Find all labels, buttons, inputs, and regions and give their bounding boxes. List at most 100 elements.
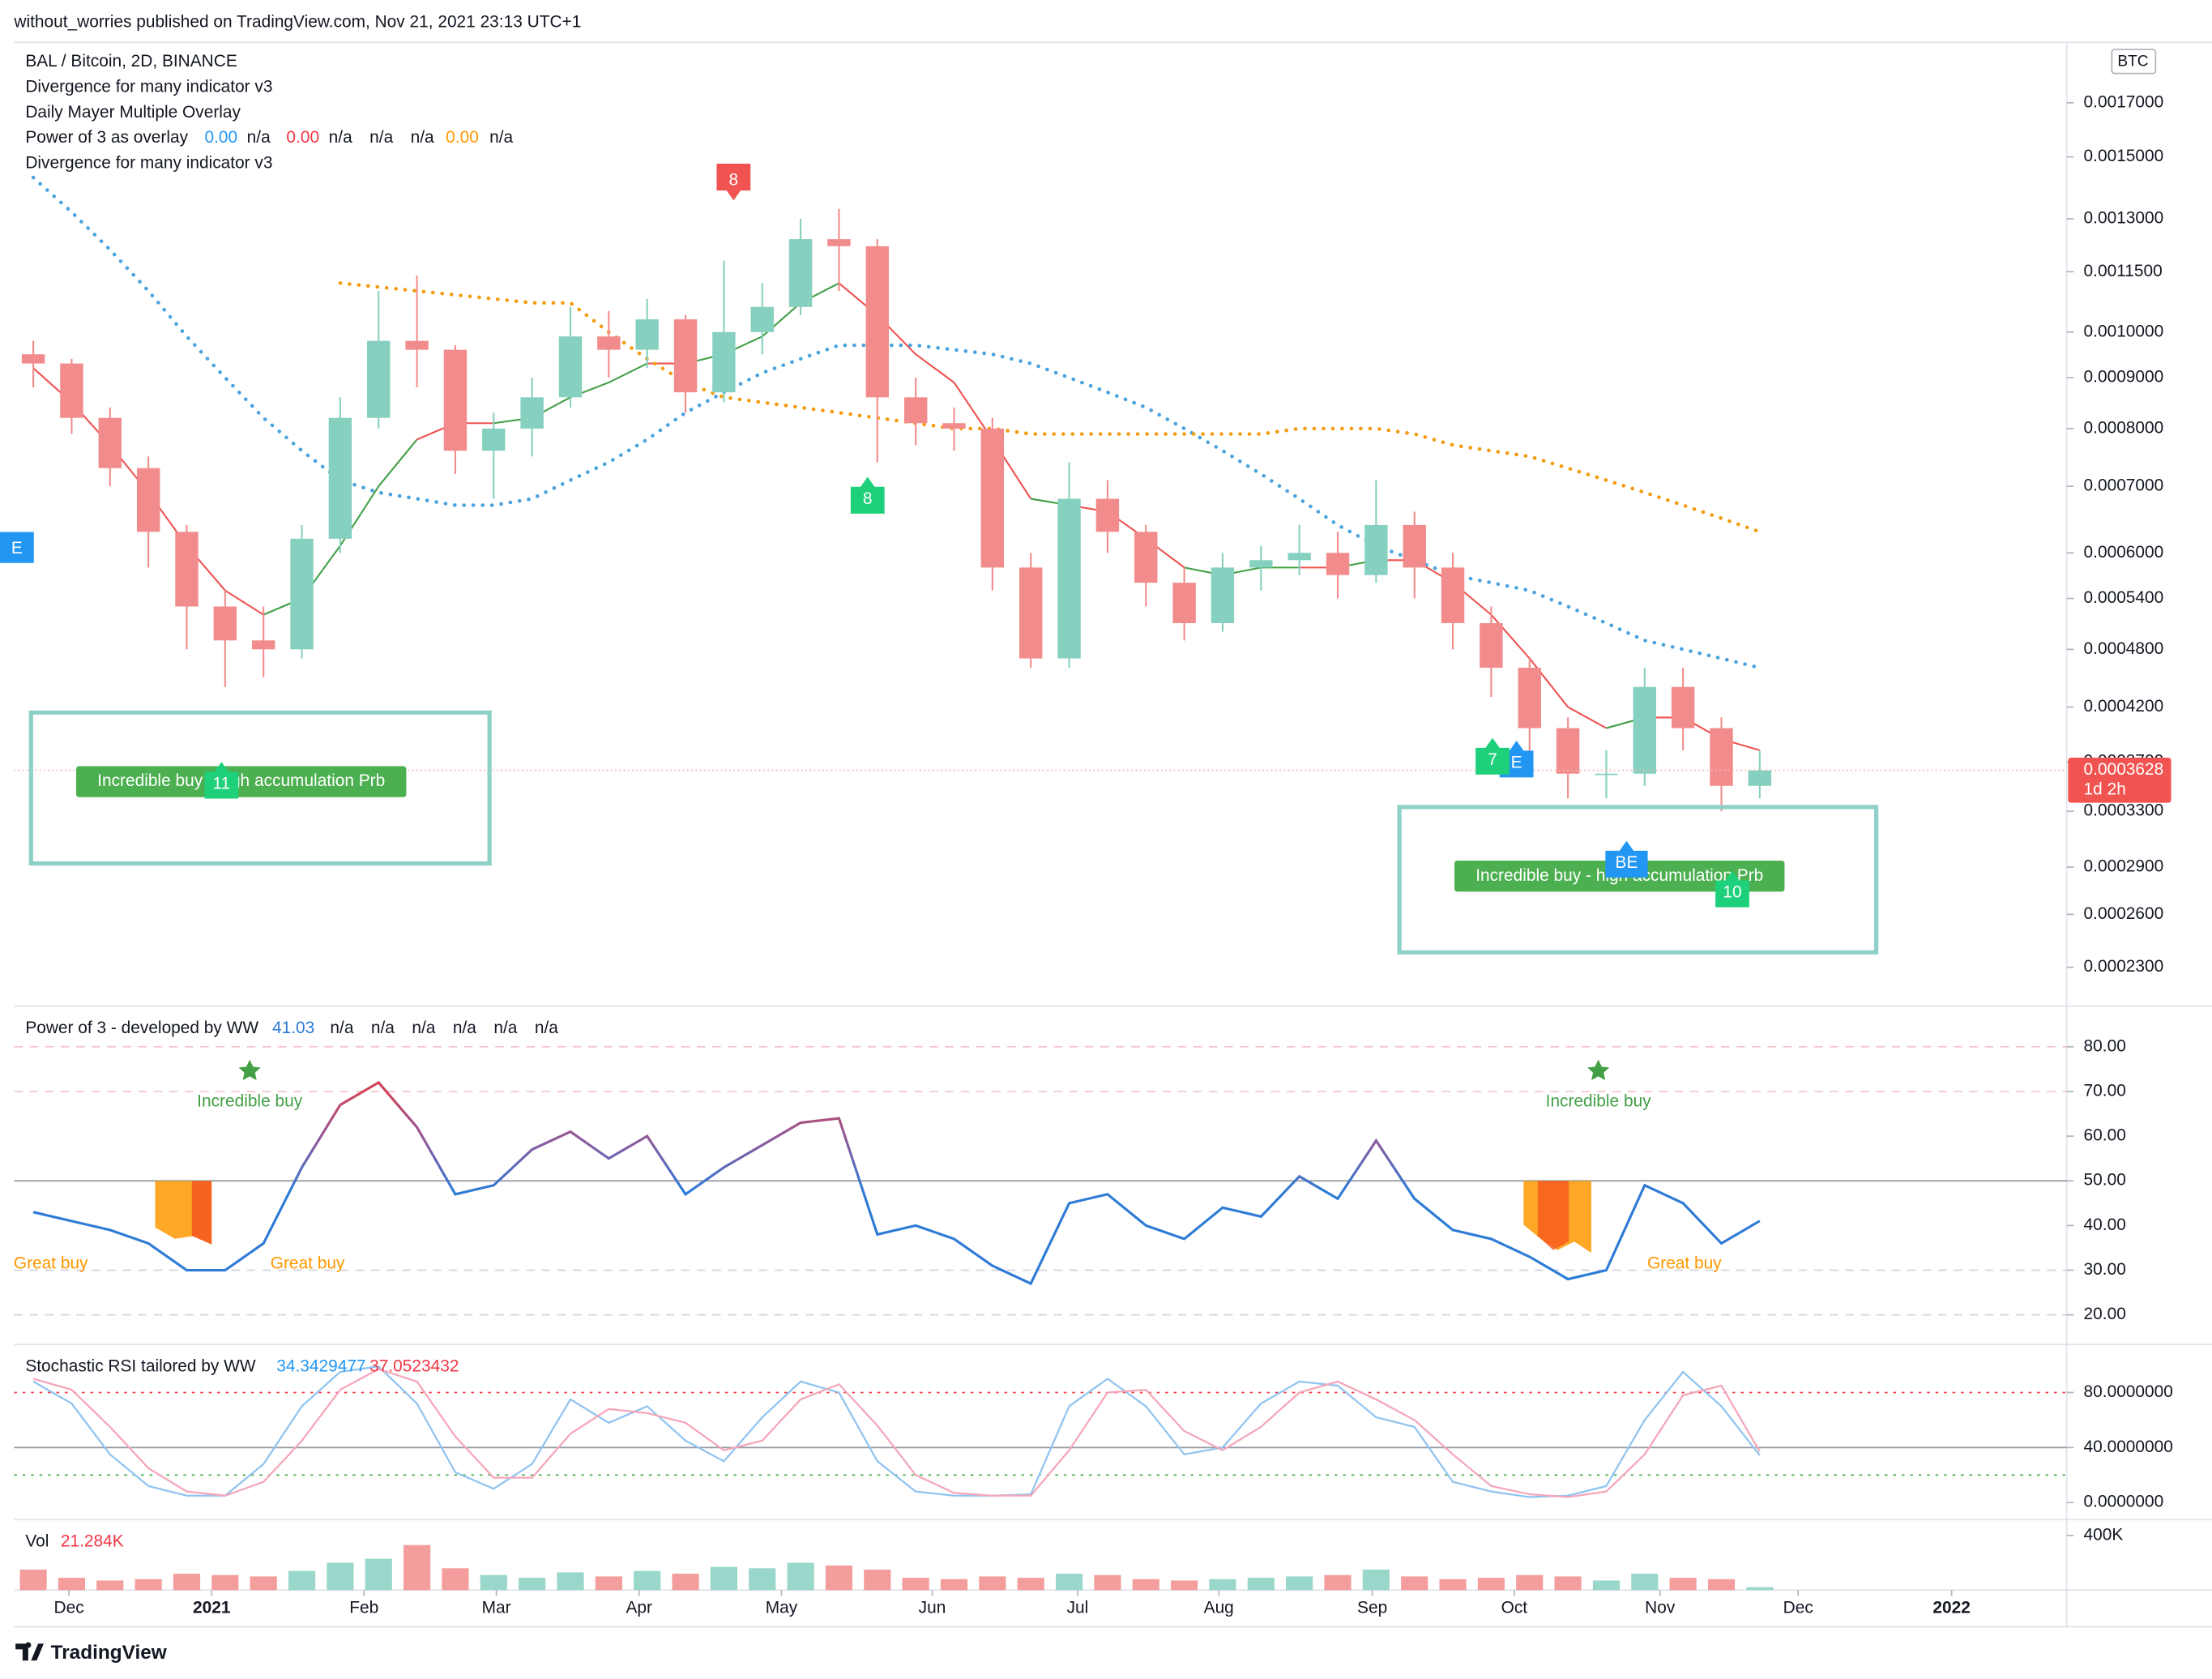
volume-bar bbox=[1286, 1576, 1313, 1591]
y-tick-label: 0.0004800 bbox=[2084, 639, 2164, 658]
y-tick-label: 0.0017000 bbox=[2084, 92, 2164, 111]
signal-label-box bbox=[76, 766, 407, 797]
ma-segment bbox=[915, 353, 955, 383]
volume-bar bbox=[1132, 1579, 1159, 1591]
volume-bar bbox=[1247, 1578, 1275, 1591]
signal-marker bbox=[716, 164, 751, 201]
x-tick-label: Oct bbox=[1501, 1598, 1528, 1617]
signal-marker bbox=[1605, 840, 1648, 878]
logo bbox=[15, 1642, 44, 1661]
x-tick-label: 2022 bbox=[1932, 1598, 1970, 1617]
signal-marker-label: 8 bbox=[729, 170, 739, 189]
candle-body bbox=[290, 538, 314, 650]
signal-marker bbox=[1715, 870, 1749, 908]
plot-area: 0.0002300 0.0002600 0.0002900 0.0003300 0.00… bbox=[14, 92, 2173, 1617]
candle-body bbox=[1710, 728, 1733, 786]
candle-body bbox=[60, 363, 83, 418]
x-tick-label: Dec bbox=[1783, 1598, 1813, 1617]
candle-body bbox=[1480, 622, 1503, 669]
candle-body bbox=[21, 354, 45, 364]
x-tick-label: Dec bbox=[54, 1598, 84, 1617]
candle-body bbox=[1095, 498, 1120, 532]
y-tick-label: 60.00 bbox=[2084, 1126, 2126, 1145]
legend-line: Daily Mayer Multiple Overlay bbox=[25, 103, 241, 122]
volume-bar bbox=[1324, 1574, 1352, 1591]
ma-segment bbox=[378, 438, 418, 487]
candle-body bbox=[1057, 498, 1081, 659]
candle-body bbox=[1748, 770, 1772, 786]
signal-text: Great buy bbox=[14, 1254, 88, 1273]
candle-body bbox=[1364, 524, 1388, 575]
candle-body bbox=[328, 417, 352, 539]
candle-body bbox=[1249, 560, 1273, 568]
signal-marker-label: BE bbox=[1616, 853, 1638, 872]
candle-body bbox=[1633, 686, 1657, 774]
candle-body bbox=[1671, 686, 1695, 728]
volume-bar bbox=[1439, 1579, 1467, 1591]
signal-marker-label: 8 bbox=[863, 489, 873, 508]
legend-title: Power of 3 - developed by WW bbox=[25, 1019, 258, 1037]
volume-bar bbox=[1746, 1587, 1774, 1591]
legend-line: Divergence for many indicator v3 bbox=[25, 78, 272, 96]
legend-line: Power of 3 as overlay bbox=[25, 128, 188, 147]
candle-body bbox=[865, 246, 890, 398]
y-tick-label: 0.0011500 bbox=[2084, 262, 2163, 280]
y-tick-label: 80.00 bbox=[2084, 1036, 2126, 1055]
x-tick-label: Mar bbox=[482, 1598, 511, 1617]
volume-bar bbox=[1055, 1574, 1083, 1591]
power-highlights bbox=[155, 1059, 1610, 1254]
legend-value: 21.284K bbox=[61, 1532, 124, 1551]
volume-bar bbox=[1592, 1580, 1621, 1591]
candle-body bbox=[405, 340, 429, 350]
y-tick-label: 0.0006000 bbox=[2084, 543, 2164, 562]
candle-body bbox=[980, 428, 1005, 568]
y-tick-label: 0.0002600 bbox=[2084, 904, 2164, 923]
legend-value: n/a bbox=[453, 1019, 476, 1037]
legend-value: 0.00 bbox=[204, 128, 237, 147]
legend-value: n/a bbox=[371, 1019, 395, 1037]
candle-body bbox=[1403, 524, 1426, 568]
volume-bar bbox=[480, 1574, 507, 1591]
candle-body bbox=[482, 428, 506, 451]
candle-body bbox=[1211, 567, 1235, 623]
legend-value: n/a bbox=[412, 1019, 435, 1037]
legend-value: n/a bbox=[247, 128, 271, 147]
y-tick-label: 20.00 bbox=[2084, 1305, 2126, 1323]
legend-value: 37.0523432 bbox=[369, 1357, 459, 1376]
x-tick-label: Jul bbox=[1067, 1598, 1089, 1617]
y-tick-label: 30.00 bbox=[2084, 1260, 2126, 1279]
candle-body bbox=[1595, 773, 1618, 775]
legend-value: n/a bbox=[369, 128, 393, 147]
y-tick-label: 0.0007000 bbox=[2084, 476, 2164, 495]
x-tick-label: May bbox=[766, 1598, 798, 1617]
volume-bar bbox=[749, 1568, 776, 1591]
y-tick-label: 0.0004200 bbox=[2084, 697, 2164, 716]
zone-box bbox=[28, 710, 492, 866]
candle-body bbox=[1518, 668, 1541, 728]
volume-bar bbox=[902, 1578, 929, 1591]
candle-body bbox=[1134, 532, 1158, 583]
y-tick-label: 0.0005400 bbox=[2084, 588, 2164, 607]
volume-bar bbox=[1209, 1579, 1236, 1591]
legend-value: n/a bbox=[489, 128, 513, 147]
signal-text: Incredible buy bbox=[197, 1092, 303, 1110]
ma-segment bbox=[1490, 613, 1531, 660]
volume-bar bbox=[1707, 1579, 1736, 1591]
candle-body bbox=[1018, 567, 1043, 659]
candle-body bbox=[903, 397, 928, 424]
x-tick-label: Sep bbox=[1357, 1598, 1387, 1617]
signal-marker-label: E bbox=[1511, 753, 1522, 771]
signal-text: Great buy bbox=[1647, 1254, 1722, 1273]
ma-segment bbox=[1567, 706, 1607, 729]
candle-body bbox=[673, 319, 698, 393]
candle-body bbox=[175, 532, 199, 607]
y-tick-label: 0.0008000 bbox=[2084, 418, 2164, 437]
signal-label: Incredible buy - high accumulation Prb bbox=[97, 771, 385, 790]
signal-marker-label: 11 bbox=[213, 775, 231, 793]
candle-body bbox=[213, 606, 237, 641]
signal-marker bbox=[204, 762, 239, 799]
y-tick-label: 0.0009000 bbox=[2084, 368, 2164, 387]
candle-body bbox=[635, 319, 659, 350]
signal-marker-label: 10 bbox=[1723, 883, 1741, 902]
